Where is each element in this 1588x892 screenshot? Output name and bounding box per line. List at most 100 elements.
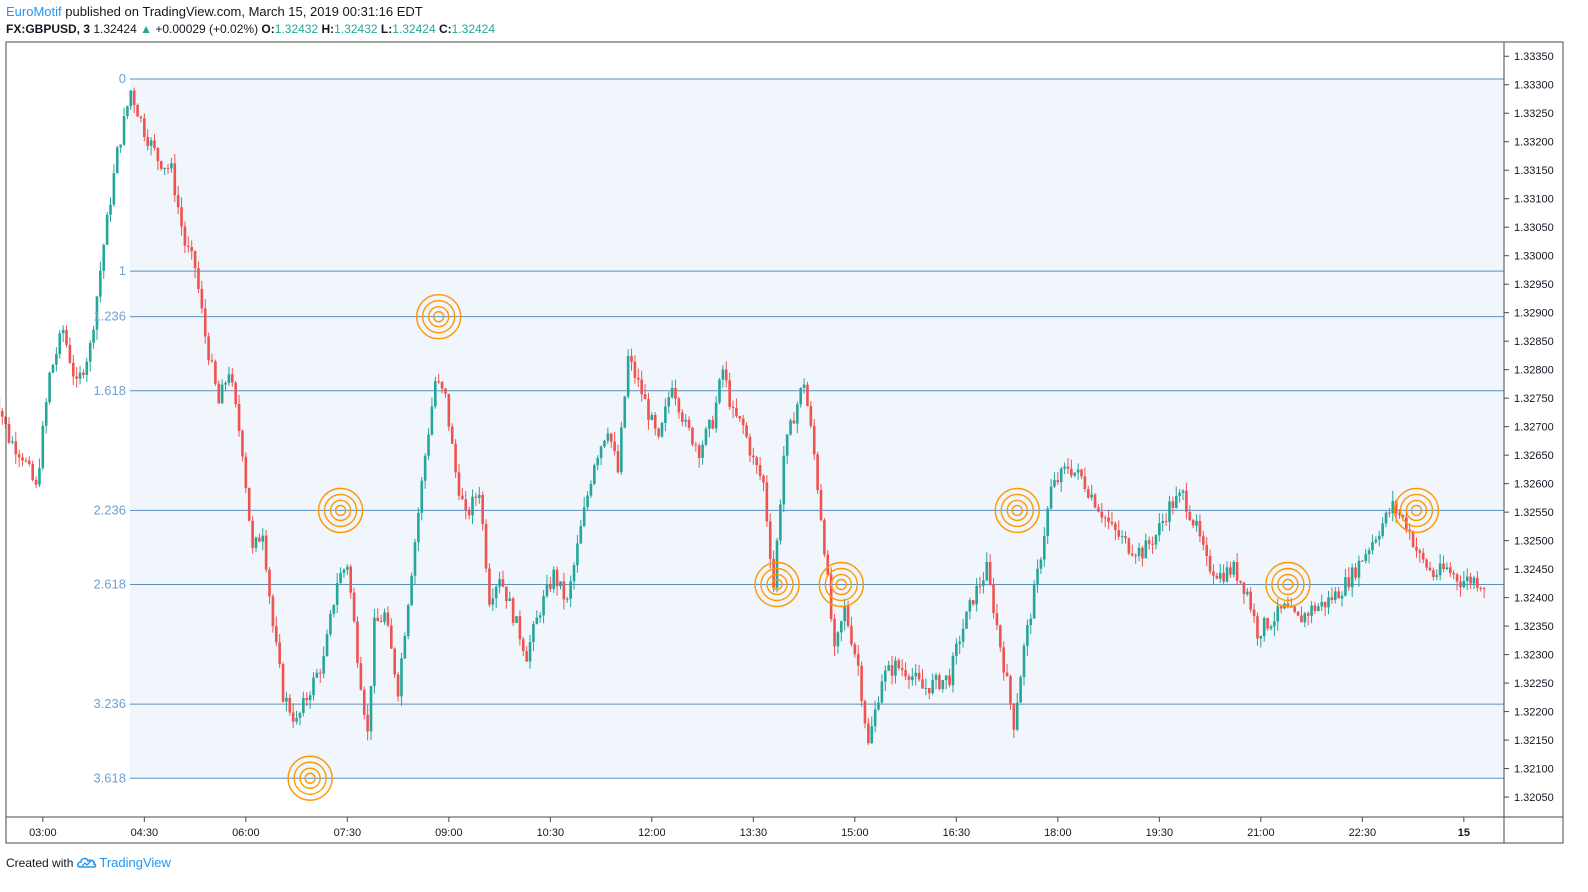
candle-up	[471, 496, 474, 516]
candle-up	[423, 455, 427, 481]
candle-up	[1174, 496, 1178, 508]
candle-down	[846, 605, 850, 626]
price-tick-label: 1.32200	[1514, 707, 1554, 719]
candle-down	[643, 394, 647, 400]
price-tick-label: 1.33350	[1514, 51, 1554, 63]
target-ring	[1405, 499, 1428, 522]
last-price: 1.32424	[93, 22, 137, 36]
candle-down	[173, 163, 177, 196]
candle-down	[812, 425, 816, 455]
target-ring	[299, 767, 321, 789]
candle-down	[1279, 606, 1283, 609]
candle-up	[1144, 540, 1148, 559]
price-tick-label: 1.32300	[1514, 650, 1554, 662]
time-tick-label: 16:30	[943, 827, 971, 839]
candle-up	[1438, 563, 1442, 576]
candle-down	[187, 245, 190, 247]
candle-up	[99, 270, 102, 297]
candle-up	[1317, 606, 1320, 611]
candle-down	[396, 674, 400, 697]
candle-down	[768, 521, 772, 559]
candle-up	[1026, 625, 1029, 646]
candle-up	[785, 434, 789, 456]
candle-down	[359, 663, 363, 690]
fib-zone	[130, 390, 1504, 511]
tradingview-brand[interactable]: TradingView	[77, 855, 171, 870]
candle-down	[156, 147, 160, 162]
candle-up	[1371, 542, 1374, 551]
candle-down	[992, 583, 995, 614]
brand-label: TradingView	[99, 855, 171, 870]
time-tick-label: 13:30	[740, 827, 768, 839]
candle-down	[927, 688, 931, 694]
candle-up	[880, 681, 884, 703]
candle-up	[51, 364, 55, 373]
candle-down	[1418, 550, 1422, 553]
candle-down	[728, 380, 731, 407]
candle-down	[200, 288, 204, 309]
candle-up	[129, 90, 133, 107]
candle-down	[247, 487, 251, 521]
candle-down	[680, 412, 684, 422]
candle-down	[637, 377, 640, 380]
candle-down	[34, 479, 38, 485]
candle-up	[61, 329, 65, 334]
candle-up	[403, 635, 407, 659]
author-link[interactable]: EuroMotif	[6, 4, 62, 19]
candle-up	[951, 655, 955, 686]
time-tick-label: 04:30	[131, 827, 159, 839]
candle-down	[613, 441, 616, 452]
candle-up	[44, 402, 48, 426]
close-label: C:	[438, 22, 452, 36]
time-tick-label: 03:00	[29, 827, 57, 839]
candle-up	[606, 433, 610, 441]
candle-up	[373, 617, 376, 686]
candle-down	[1191, 520, 1195, 526]
target-circle-icon	[317, 487, 364, 534]
candle-down	[1449, 567, 1452, 573]
target-circle-icon	[287, 755, 333, 801]
candle-down	[1455, 574, 1459, 582]
fib-label: 2.236	[93, 502, 126, 517]
candle-down	[1252, 609, 1256, 617]
candle-down	[741, 418, 745, 426]
candle-down	[755, 457, 759, 466]
candle-up	[430, 406, 434, 435]
candle-up	[840, 621, 843, 633]
candle-down	[1256, 616, 1259, 639]
fib-label: 3.618	[93, 770, 126, 785]
candle-down	[1100, 511, 1104, 518]
time-tick-label: 09:00	[435, 827, 463, 839]
candle-up	[1377, 535, 1381, 540]
candle-down	[1354, 567, 1357, 578]
candle-up	[41, 425, 45, 469]
candle-up	[931, 679, 934, 694]
price-tick-label: 1.32750	[1514, 393, 1554, 405]
candle-up	[701, 444, 704, 458]
candle-up	[1161, 521, 1165, 524]
candle-up	[332, 604, 336, 614]
candle-down	[203, 308, 207, 337]
candle-down	[978, 585, 982, 587]
candle-down	[1083, 476, 1087, 490]
candle-down	[1164, 521, 1168, 523]
candle-up	[664, 406, 667, 423]
candle-down	[850, 625, 853, 645]
candle-down	[318, 672, 322, 674]
candle-up	[975, 585, 978, 605]
candle-up	[532, 624, 535, 643]
candle-down	[697, 445, 701, 458]
fib-label: 1.236	[93, 309, 126, 324]
candle-up	[714, 402, 718, 429]
candle-up	[775, 540, 779, 588]
target-ring	[760, 567, 794, 602]
candle-up	[1310, 605, 1313, 616]
price-tick-label: 1.33050	[1514, 222, 1554, 234]
fib-label: 1.618	[93, 383, 126, 398]
candle-up	[1036, 568, 1039, 586]
candle-up	[220, 384, 224, 404]
candle-down	[1330, 597, 1334, 601]
candle-down	[1056, 480, 1060, 483]
candle-down	[1097, 507, 1100, 512]
